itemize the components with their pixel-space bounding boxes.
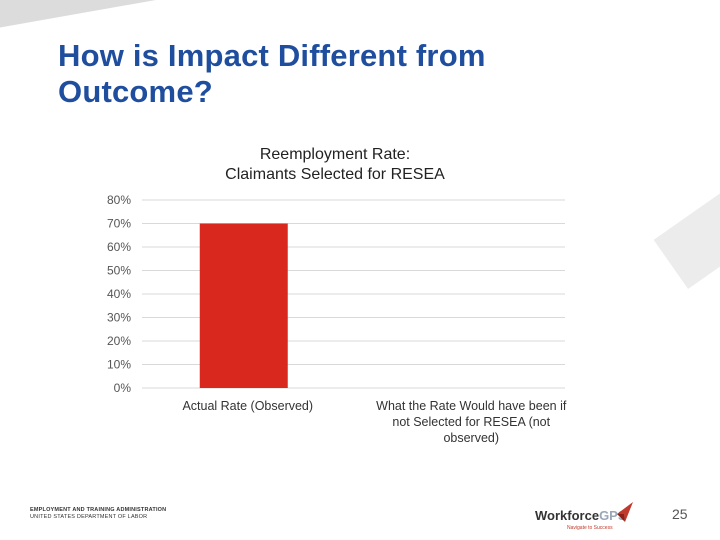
y-tick-label: 0% — [114, 381, 132, 395]
y-tick-label: 20% — [107, 334, 131, 348]
chart-title: Reemployment Rate: Claimants Selected fo… — [160, 145, 510, 185]
y-tick-label: 10% — [107, 358, 131, 372]
bar-1 — [199, 223, 288, 388]
agency-footer: EMPLOYMENT AND TRAINING ADMINISTRATION U… — [30, 507, 166, 521]
y-axis-ticks: 0% 10% 20% 30% 40% 50% 60% 70% 80% — [107, 193, 131, 395]
y-tick-label: 30% — [107, 311, 131, 325]
category-label-2: What the Rate Would have been if not Sel… — [376, 399, 567, 445]
logo-word-gps: GPS — [599, 508, 627, 523]
logo-tagline: Navigate to Success — [567, 525, 613, 531]
chart-title-text: Reemployment Rate: Claimants Selected fo… — [225, 146, 445, 183]
y-tick-label: 60% — [107, 240, 131, 254]
bar-layer — [199, 223, 288, 388]
y-tick-label: 50% — [107, 264, 131, 278]
slide-title: How is Impact Different from Outcome? — [58, 38, 486, 109]
agency-department: UNITED STATES DEPARTMENT OF LABOR — [30, 514, 148, 520]
y-tick-label: 40% — [107, 287, 131, 301]
workforcegps-logo: WorkforceGPS Navigate to Success — [535, 500, 635, 532]
y-tick-label: 80% — [107, 193, 131, 207]
logo-word-workforce: Workforce — [535, 508, 600, 523]
workforcegps-logo-icon — [617, 502, 633, 522]
agency-name: EMPLOYMENT AND TRAINING ADMINISTRATION — [30, 507, 167, 513]
category-label-1: Actual Rate (Observed) — [182, 399, 314, 413]
y-tick-label: 70% — [107, 217, 131, 231]
page-number: 25 — [672, 506, 688, 522]
logo-wordmark: WorkforceGPS — [535, 508, 627, 523]
